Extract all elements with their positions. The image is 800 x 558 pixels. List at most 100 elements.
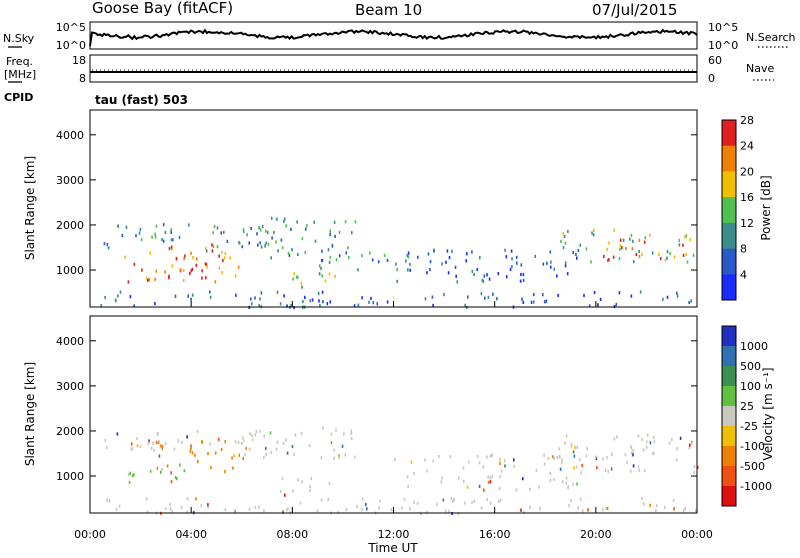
- power-cell: [258, 226, 260, 230]
- freq-tick-top: 18: [72, 54, 86, 67]
- velocity-cell: [263, 455, 265, 460]
- power-cell: [407, 268, 409, 272]
- velocity-cell: [115, 507, 118, 511]
- velocity-cell: [632, 453, 634, 457]
- power-cell: [238, 241, 240, 245]
- power-cell: [328, 272, 331, 276]
- power-cell: [608, 258, 610, 262]
- power-cell: [258, 304, 260, 308]
- power-cell: [205, 276, 207, 280]
- power-cell: [407, 251, 410, 255]
- power-cell: [682, 253, 685, 257]
- power-cell: [592, 233, 595, 237]
- power-cell: [427, 252, 430, 256]
- velocity-cell: [547, 456, 550, 461]
- date-label: 07/Jul/2015: [592, 1, 677, 19]
- power-cell: [196, 257, 198, 261]
- power-cell: [686, 260, 689, 264]
- velocity-cell: [157, 441, 160, 445]
- velocity-cell: [200, 504, 203, 508]
- velocity-cell: [173, 447, 176, 451]
- power-cell: [451, 249, 453, 253]
- power-cell: [171, 264, 173, 268]
- power-cell: [168, 247, 171, 251]
- power-cell: [631, 247, 634, 251]
- power-cell: [297, 252, 299, 257]
- velocity-cell: [643, 469, 646, 473]
- power-cell: [147, 278, 149, 283]
- freq-unit-label: [MHz]: [4, 68, 36, 81]
- power-cell: [204, 262, 207, 266]
- power-cell: [170, 245, 173, 249]
- cpid-row: CPID tau (fast) 503: [4, 91, 188, 107]
- power-cell: [431, 295, 434, 299]
- time-axis-label: Time UT: [367, 541, 418, 554]
- velocity-cell: [365, 503, 367, 507]
- velocity-cell: [491, 474, 494, 478]
- power-colorbar-tick: 12: [740, 217, 754, 230]
- power-cell: [276, 290, 279, 294]
- power-cell: [141, 268, 143, 272]
- velocity-cell: [607, 470, 610, 474]
- power-cell: [585, 247, 588, 251]
- power-cell: [155, 224, 158, 228]
- power-cell: [328, 260, 331, 264]
- velocity-cell: [245, 446, 247, 450]
- velocity-cell: [244, 453, 246, 457]
- velocity-cell: [504, 464, 506, 468]
- power-cell: [301, 237, 304, 241]
- velocity-cell: [632, 464, 635, 468]
- power-cell: [522, 278, 525, 282]
- velocity-cell: [689, 443, 691, 447]
- velocity-colorbar-swatch: [722, 346, 736, 367]
- power-cell: [685, 234, 688, 238]
- velocity-cell: [233, 509, 236, 513]
- velocity-cell: [265, 453, 267, 457]
- power-cell: [666, 256, 668, 260]
- velocity-cell: [668, 441, 671, 445]
- power-cell: [446, 249, 449, 253]
- power-cell: [155, 269, 158, 273]
- power-cell: [313, 220, 316, 224]
- power-cell: [516, 261, 518, 265]
- velocity-cell: [147, 441, 150, 446]
- velocity-cell: [561, 458, 563, 462]
- power-cell: [335, 258, 338, 262]
- velocity-cell: [637, 465, 640, 469]
- velocity-cell: [449, 455, 451, 459]
- cpid-label: CPID: [4, 91, 33, 104]
- velocity-cell: [672, 499, 675, 503]
- nsky-label: N.Sky: [3, 32, 35, 45]
- power-cell: [283, 219, 285, 224]
- velocity-cell: [426, 469, 429, 473]
- power-cell: [606, 247, 608, 251]
- power-cell: [250, 302, 253, 306]
- velocity-cell: [457, 476, 460, 480]
- velocity-cell: [333, 456, 335, 460]
- power-cell: [190, 297, 192, 301]
- power-cell: [618, 257, 621, 261]
- power-cell: [300, 281, 303, 285]
- velocity-cell: [174, 475, 177, 480]
- power-cell: [135, 234, 137, 238]
- power-cell: [302, 299, 304, 304]
- velocity-cell: [130, 442, 133, 446]
- power-cell: [188, 223, 190, 227]
- power-cell: [372, 301, 375, 305]
- velocity-cell: [595, 455, 597, 459]
- power-cell: [417, 255, 419, 259]
- velocity-cell: [606, 506, 609, 510]
- velocity-cell: [136, 437, 138, 441]
- power-cell: [127, 280, 130, 284]
- power-cell: [619, 247, 621, 251]
- power-cell: [224, 256, 226, 260]
- velocity-cell: [131, 447, 134, 451]
- velocity-ylabel: Slant Range [km]: [23, 362, 37, 466]
- power-cell: [295, 275, 298, 279]
- power-cell: [658, 252, 660, 256]
- power-cell: [256, 232, 258, 236]
- power-cell: [242, 228, 245, 232]
- power-cell: [409, 262, 411, 267]
- power-cell: [562, 232, 565, 236]
- velocity-cell: [501, 469, 503, 473]
